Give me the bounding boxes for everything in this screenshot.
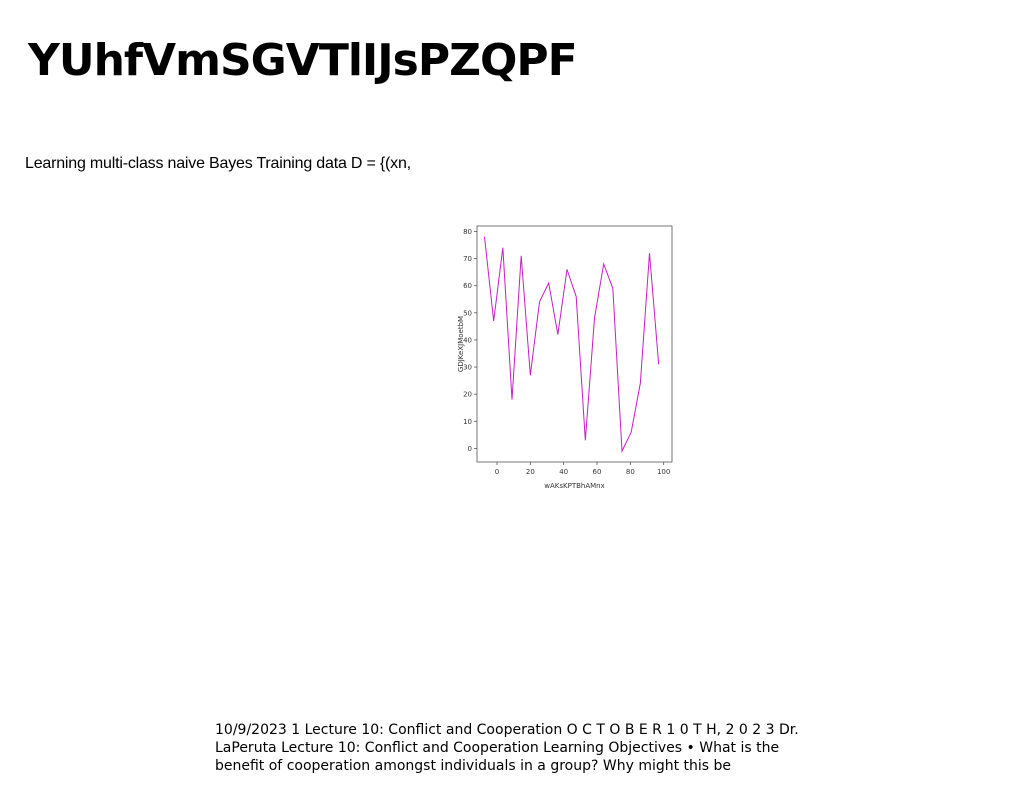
y-tick-label-70: 70 — [463, 255, 472, 263]
y-tick-label-10: 10 — [463, 418, 472, 426]
slide-subtitle: Learning multi-class naive Bayes Trainin… — [25, 155, 411, 172]
y-tick-label-20: 20 — [463, 391, 472, 399]
line-chart-svg: 0 10 20 30 40 50 60 70 80 0 20 40 60 80 100 wAKsKPTBhAM… — [457, 225, 673, 490]
x-tick-label-80: 80 — [626, 468, 635, 476]
y-tick-label-60: 60 — [463, 282, 472, 290]
x-tick-label-100: 100 — [657, 468, 670, 476]
y-axis-label: GDJKeXJMoetbM — [457, 316, 465, 372]
x-axis-label: wAKsKPTBhAMnx — [544, 482, 604, 490]
slide-title: YUhfVmSGVTlIJsPZQPF — [28, 35, 578, 86]
line-chart: 0 10 20 30 40 50 60 70 80 0 20 40 60 80 100 wAKsKPTBhAM… — [450, 220, 680, 495]
y-tick-label-30: 30 — [463, 364, 472, 372]
x-tick-label-60: 60 — [593, 468, 602, 476]
plot-frame — [476, 225, 673, 463]
x-tick-label-20: 20 — [526, 468, 535, 476]
y-tick-label-80: 80 — [463, 228, 472, 236]
y-tick-label-50: 50 — [463, 309, 472, 317]
footer-text: 10/9/2023 1 Lecture 10: Conflict and Coo… — [215, 722, 799, 774]
y-tick-label-0: 0 — [468, 445, 472, 453]
x-tick-label-40: 40 — [559, 468, 568, 476]
series-line-0 — [484, 236, 660, 454]
y-tick-label-40: 40 — [463, 336, 472, 344]
x-tick-label-0: 0 — [495, 468, 499, 476]
